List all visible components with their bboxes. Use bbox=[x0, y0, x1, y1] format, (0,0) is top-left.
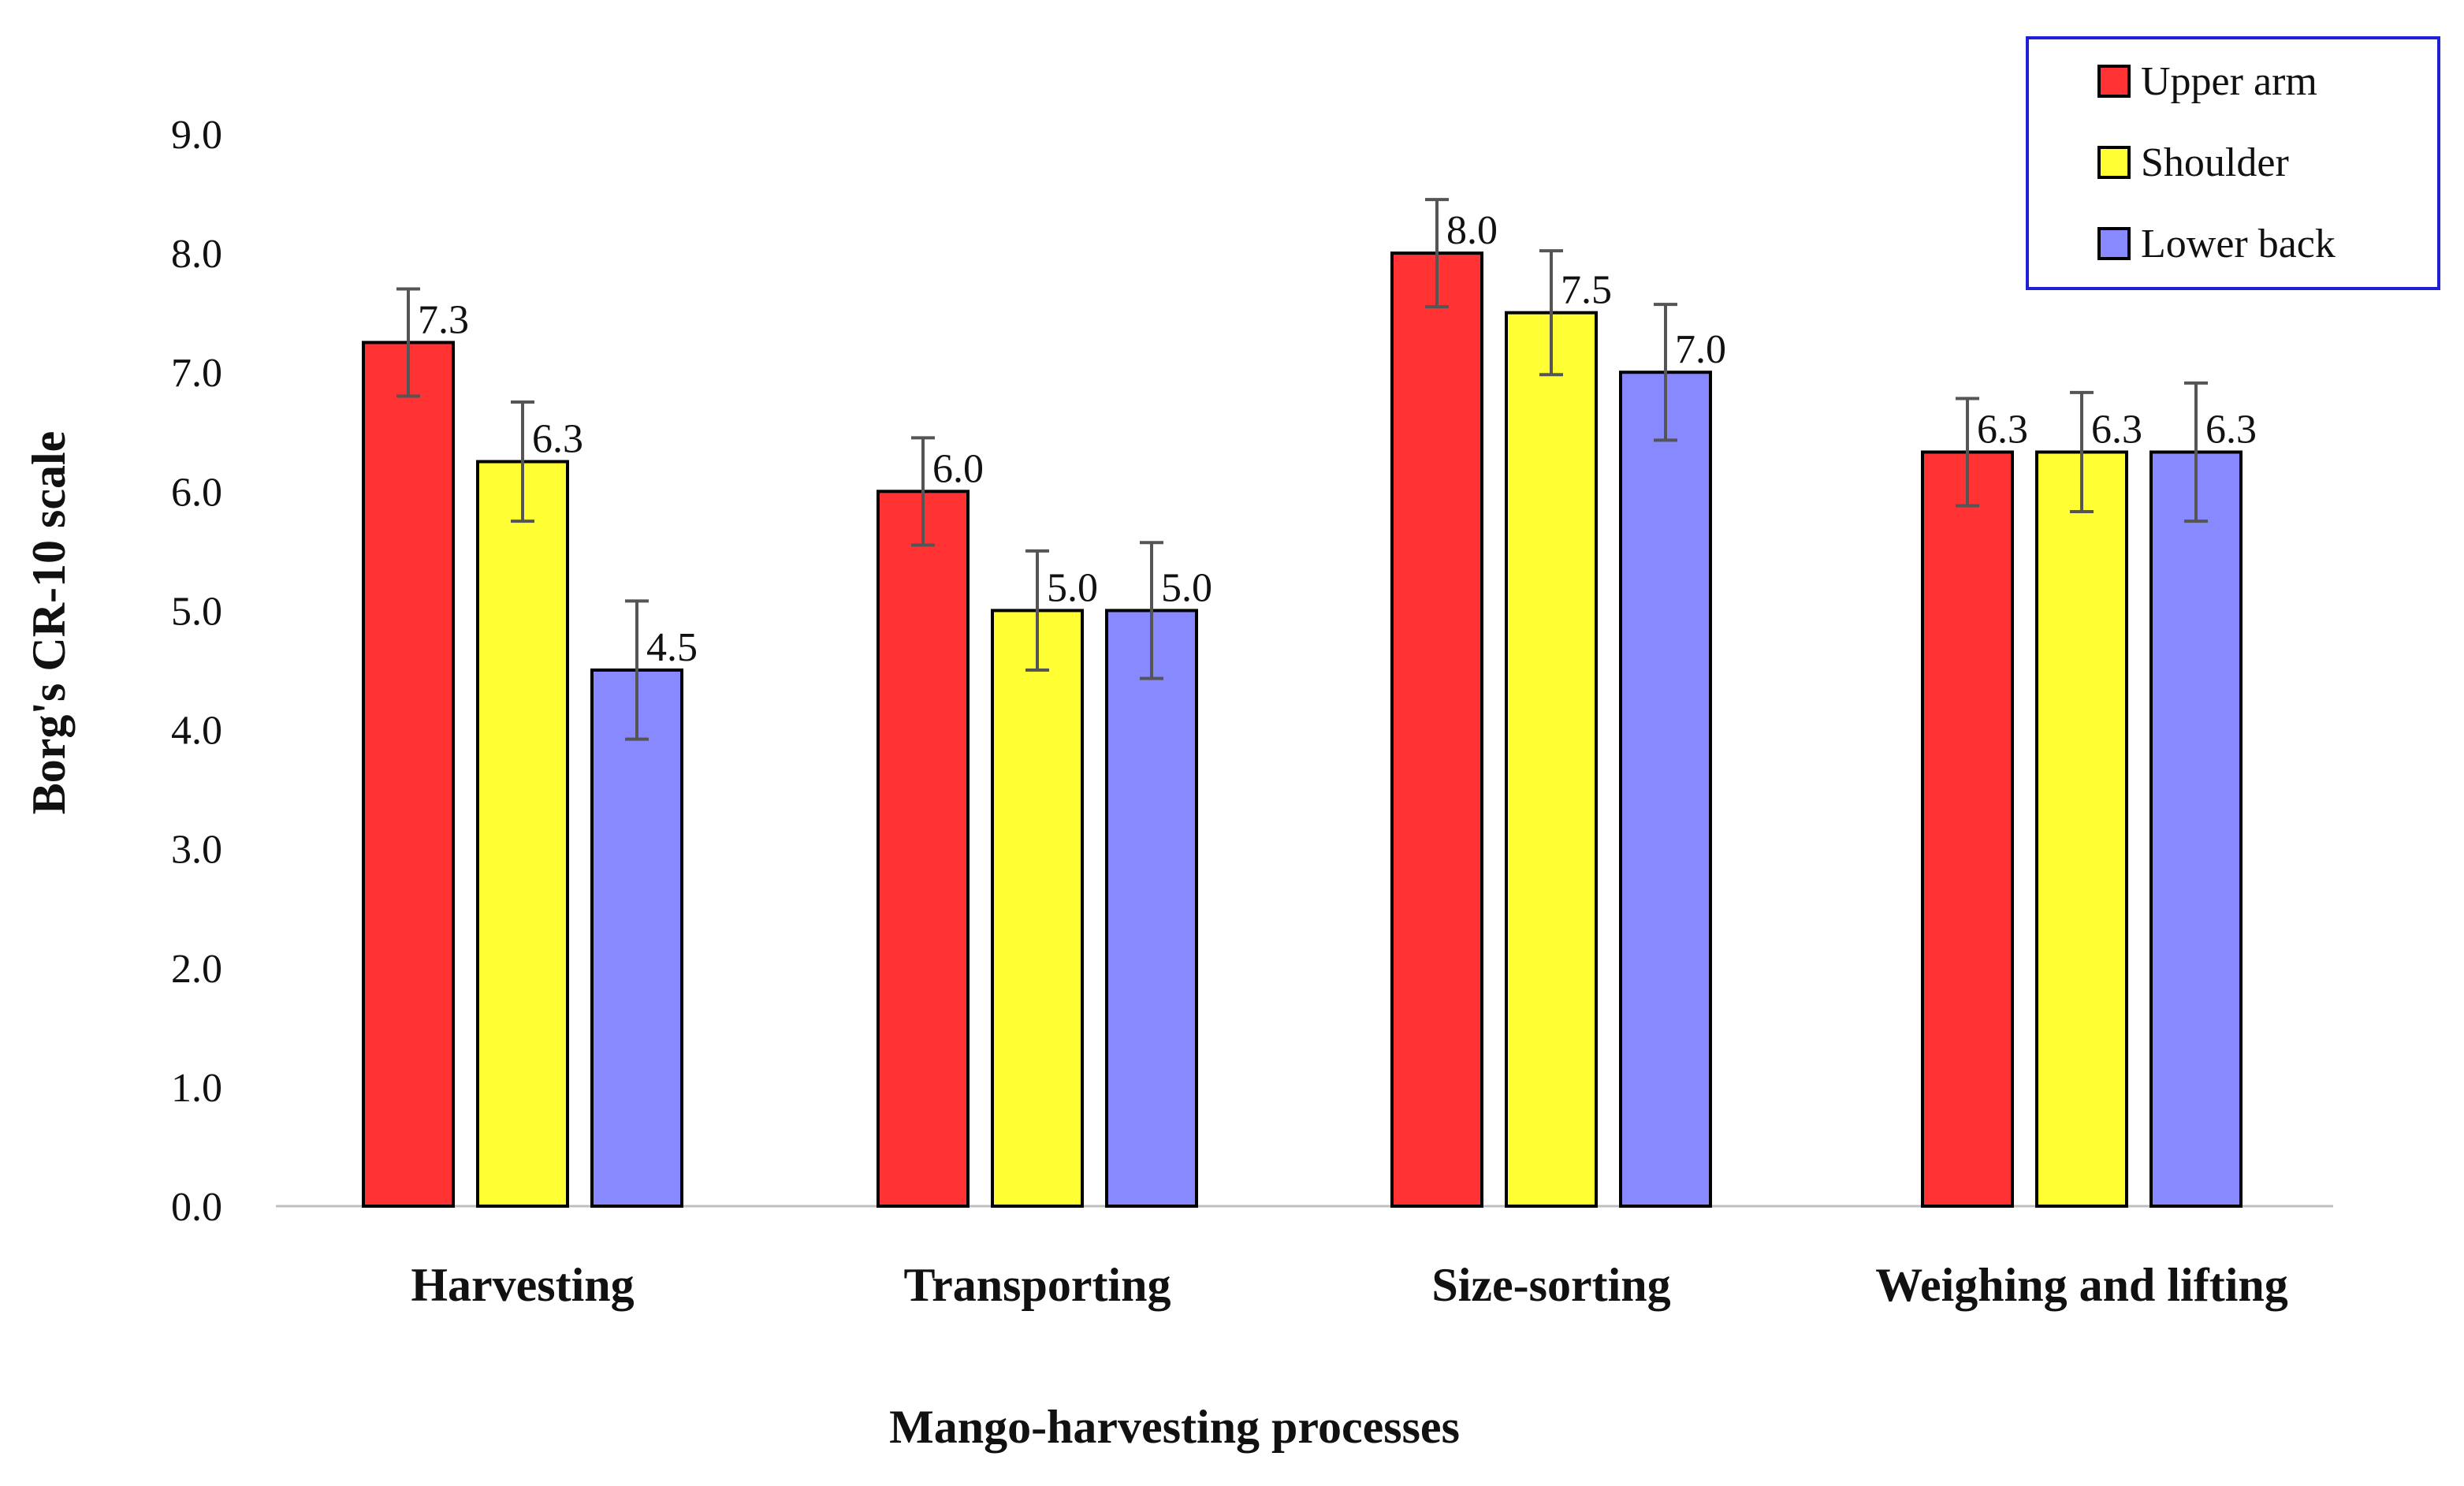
bar[interactable] bbox=[590, 669, 683, 1208]
bar[interactable] bbox=[1390, 251, 1483, 1209]
legend-frame bbox=[2026, 36, 2440, 290]
legend-item[interactable]: Upper arm bbox=[2097, 59, 2317, 104]
y-axis-title: Borg's CR-10 scale bbox=[23, 431, 75, 815]
bar[interactable] bbox=[2035, 450, 2128, 1208]
legend-item[interactable]: Shoulder bbox=[2097, 140, 2289, 185]
error-bar bbox=[1539, 249, 1563, 377]
error-bar bbox=[396, 287, 420, 398]
bar[interactable] bbox=[1921, 450, 2014, 1208]
data-label: 7.3 bbox=[418, 297, 469, 342]
bar[interactable] bbox=[1105, 609, 1198, 1208]
y-tick-label: 9.0 bbox=[171, 113, 222, 158]
error-bar bbox=[911, 436, 935, 547]
legend-label: Shoulder bbox=[2141, 140, 2289, 185]
error-bar bbox=[1425, 198, 1449, 309]
bar[interactable] bbox=[877, 490, 970, 1208]
x-category-label: Harvesting bbox=[411, 1259, 634, 1311]
x-category-label: Transporting bbox=[904, 1259, 1171, 1311]
legend-swatch bbox=[2097, 146, 2131, 179]
error-bar bbox=[1025, 549, 1049, 672]
bar[interactable] bbox=[476, 460, 569, 1208]
y-axis-ticks: 0.0 1.0 2.0 3.0 4.0 5.0 6.0 7.0 8.0 9.0 bbox=[171, 113, 222, 1230]
error-bar bbox=[2070, 390, 2094, 514]
y-tick-label: 1.0 bbox=[171, 1066, 222, 1111]
error-bar bbox=[511, 400, 534, 523]
data-label: 7.5 bbox=[1561, 268, 1612, 313]
x-category-label: Weighing and lifting bbox=[1875, 1259, 2287, 1311]
data-label: 6.3 bbox=[2205, 407, 2257, 452]
y-tick-label: 0.0 bbox=[171, 1185, 222, 1230]
y-tick-label: 2.0 bbox=[171, 947, 222, 992]
y-tick-label: 5.0 bbox=[171, 589, 222, 634]
legend-label: Lower back bbox=[2141, 222, 2336, 266]
error-bar bbox=[1956, 397, 1979, 508]
error-bar bbox=[1654, 303, 1677, 442]
data-label: 5.0 bbox=[1161, 565, 1212, 610]
data-label: 5.0 bbox=[1047, 565, 1098, 610]
data-label: 6.3 bbox=[2091, 407, 2142, 452]
bar[interactable] bbox=[362, 341, 455, 1208]
bar[interactable] bbox=[1619, 371, 1712, 1209]
data-label: 7.0 bbox=[1675, 327, 1726, 372]
y-tick-label: 8.0 bbox=[171, 232, 222, 277]
data-label: 8.0 bbox=[1446, 208, 1498, 253]
bar[interactable] bbox=[1505, 311, 1598, 1209]
legend-item[interactable]: Lower back bbox=[2097, 222, 2336, 266]
error-bar bbox=[1140, 541, 1163, 680]
data-labels-group: 7.3 6.0 8.0 6.3 6.3 5.0 7.5 6.3 4.5 5.0 7.0 6.3 bbox=[418, 208, 2257, 670]
data-label: 6.0 bbox=[932, 446, 984, 491]
error-bar bbox=[625, 599, 649, 741]
bar[interactable] bbox=[2149, 450, 2243, 1208]
x-category-label: Size-sorting bbox=[1431, 1259, 1670, 1311]
data-label: 4.5 bbox=[646, 625, 698, 670]
legend-label: Upper arm bbox=[2141, 59, 2317, 104]
data-label: 6.3 bbox=[532, 417, 583, 462]
y-tick-label: 7.0 bbox=[171, 351, 222, 396]
data-label: 6.3 bbox=[1977, 407, 2028, 452]
bar[interactable] bbox=[991, 609, 1084, 1208]
legend-swatch bbox=[2097, 65, 2131, 98]
x-axis-categories: Harvesting Transporting Size-sorting Weighi… bbox=[411, 1259, 2287, 1311]
bars-group bbox=[362, 251, 2243, 1209]
y-tick-label: 4.0 bbox=[171, 709, 222, 754]
y-tick-label: 6.0 bbox=[171, 470, 222, 515]
legend[interactable]: Upper arm Shoulder Lower back bbox=[2026, 36, 2440, 290]
y-tick-label: 3.0 bbox=[171, 828, 222, 873]
error-bar bbox=[2184, 381, 2208, 523]
x-axis-title: Mango-harvesting processes bbox=[889, 1401, 1460, 1453]
legend-swatch bbox=[2097, 227, 2131, 260]
error-bars-group bbox=[396, 198, 2208, 741]
